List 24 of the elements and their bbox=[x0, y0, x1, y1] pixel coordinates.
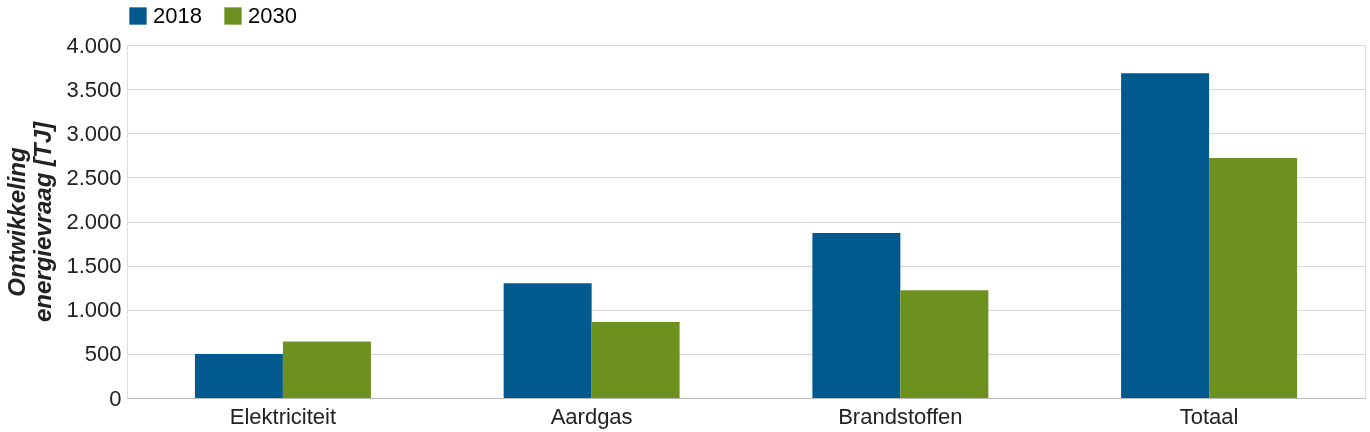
bar bbox=[1121, 73, 1210, 398]
legend-label: 2030 bbox=[248, 3, 297, 28]
y-tick-label: 0 bbox=[109, 385, 122, 411]
x-tick-label: Totaal bbox=[1179, 403, 1239, 429]
y-tick-label: 500 bbox=[84, 341, 122, 367]
y-tick-label: 2.500 bbox=[66, 164, 122, 190]
legend-label: 2018 bbox=[153, 3, 202, 28]
bar bbox=[503, 283, 592, 398]
y-tick-label: 1.500 bbox=[66, 253, 122, 279]
bar bbox=[591, 322, 680, 398]
y-tick-label: 4.000 bbox=[66, 32, 122, 58]
y-tick-label: 3.000 bbox=[66, 120, 122, 146]
y-tick-label: 3.500 bbox=[66, 76, 122, 102]
x-tick-label: Aardgas bbox=[550, 403, 633, 429]
y-tick-label: 2.000 bbox=[66, 209, 122, 234]
bar bbox=[1209, 157, 1298, 398]
bar bbox=[900, 290, 989, 398]
bar bbox=[282, 341, 371, 398]
bar bbox=[812, 232, 901, 398]
x-tick-label: Brandstoffen bbox=[838, 403, 963, 429]
bar bbox=[194, 353, 283, 398]
x-tick-label: Elektriciteit bbox=[229, 403, 337, 429]
y-tick-label: 1.000 bbox=[66, 297, 122, 323]
y-axis-title: Ontwikkeling energievraag [TJ] bbox=[3, 120, 57, 323]
